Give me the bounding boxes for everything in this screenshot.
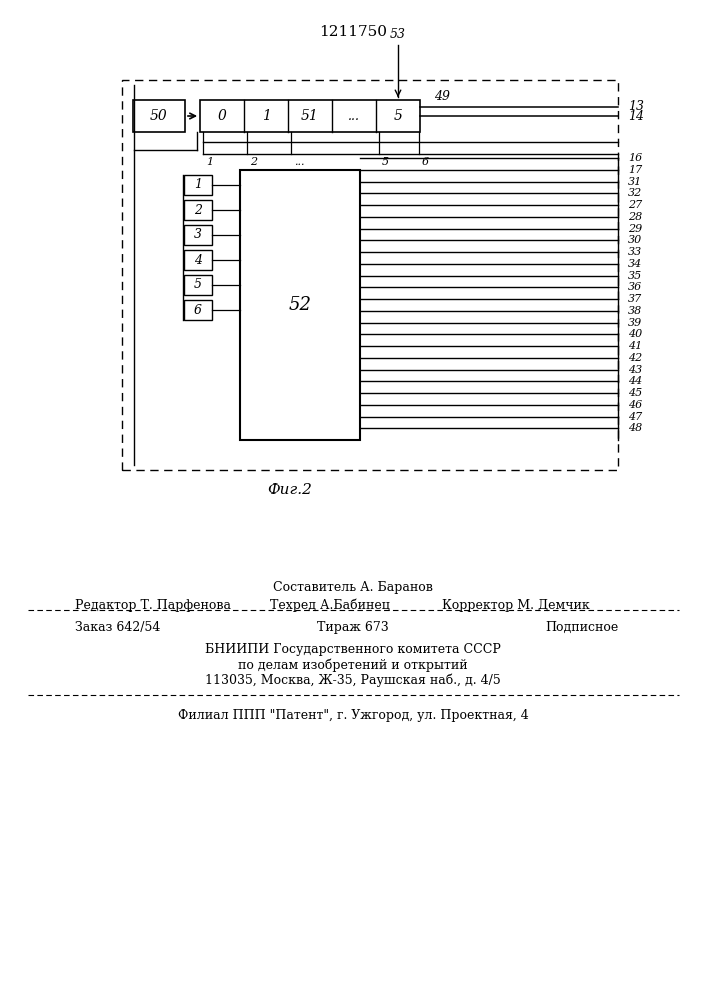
Text: Тираж 673: Тираж 673 [317, 620, 389, 634]
Bar [184, 225, 212, 245]
Text: 2: 2 [250, 157, 257, 167]
Text: 2: 2 [194, 204, 202, 217]
Text: 41: 41 [628, 341, 642, 351]
Text: 28: 28 [628, 212, 642, 222]
Text: 39: 39 [628, 318, 642, 328]
Text: Подписное: Подписное [545, 620, 618, 634]
Text: 33: 33 [628, 247, 642, 257]
Text: 13: 13 [628, 101, 644, 113]
Bar [122, 80, 618, 470]
Text: 1: 1 [194, 178, 202, 192]
Text: 49: 49 [434, 91, 450, 104]
Text: 14: 14 [628, 109, 644, 122]
Text: 37: 37 [628, 294, 642, 304]
Text: Редактор Т. Парфенова: Редактор Т. Парфенова [75, 598, 231, 611]
Text: Заказ 642/54: Заказ 642/54 [75, 620, 160, 634]
Text: ...: ... [348, 109, 360, 122]
Bar [200, 100, 420, 132]
Text: Фиг.2: Фиг.2 [267, 483, 312, 497]
Text: 35: 35 [628, 271, 642, 281]
Text: Составитель А. Баранов: Составитель А. Баранов [273, 580, 433, 593]
Text: 42: 42 [628, 353, 642, 363]
Text: 36: 36 [628, 282, 642, 292]
Text: 4: 4 [194, 253, 202, 266]
Bar [184, 300, 212, 320]
Text: 34: 34 [628, 259, 642, 269]
Text: 43: 43 [628, 365, 642, 375]
Text: 1: 1 [206, 157, 213, 167]
Text: 27: 27 [628, 200, 642, 210]
Text: 5: 5 [382, 157, 389, 167]
Text: 47: 47 [628, 412, 642, 422]
Bar [184, 275, 212, 295]
Text: 44: 44 [628, 376, 642, 386]
Text: 113035, Москва, Ж-35, Раушская наб., д. 4/5: 113035, Москва, Ж-35, Раушская наб., д. … [205, 673, 501, 687]
Text: БНИИПИ Государственного комитета СССР: БНИИПИ Государственного комитета СССР [205, 644, 501, 656]
Bar [184, 250, 212, 270]
Bar [133, 100, 185, 132]
Text: Техред А.Бабинец: Техред А.Бабинец [270, 598, 390, 612]
Text: 1211750: 1211750 [319, 25, 387, 39]
Text: 1: 1 [262, 109, 271, 123]
Text: 6: 6 [194, 304, 202, 316]
Bar [240, 170, 360, 440]
Text: 53: 53 [390, 28, 406, 41]
Text: 0: 0 [218, 109, 226, 123]
Text: 29: 29 [628, 224, 642, 234]
Text: 5: 5 [394, 109, 402, 123]
Text: 32: 32 [628, 188, 642, 198]
Bar [184, 175, 212, 195]
Text: 16: 16 [628, 153, 642, 163]
Text: по делам изобретений и открытий: по делам изобретений и открытий [238, 658, 468, 672]
Text: 46: 46 [628, 400, 642, 410]
Text: 38: 38 [628, 306, 642, 316]
Text: 17: 17 [628, 165, 642, 175]
Text: ...: ... [294, 157, 305, 167]
Text: 30: 30 [628, 235, 642, 245]
Text: Филиал ППП "Патент", г. Ужгород, ул. Проектная, 4: Филиал ППП "Патент", г. Ужгород, ул. Про… [177, 708, 528, 722]
Text: 31: 31 [628, 177, 642, 187]
Text: 6: 6 [422, 157, 429, 167]
Text: Корректор М. Демчик: Корректор М. Демчик [443, 598, 590, 611]
Bar [184, 200, 212, 220]
Text: 50: 50 [150, 109, 168, 123]
Text: 51: 51 [301, 109, 319, 123]
Text: 5: 5 [194, 278, 202, 292]
Text: 52: 52 [288, 296, 312, 314]
Text: 45: 45 [628, 388, 642, 398]
Text: 40: 40 [628, 329, 642, 339]
Text: 3: 3 [194, 229, 202, 241]
Text: 48: 48 [628, 423, 642, 433]
